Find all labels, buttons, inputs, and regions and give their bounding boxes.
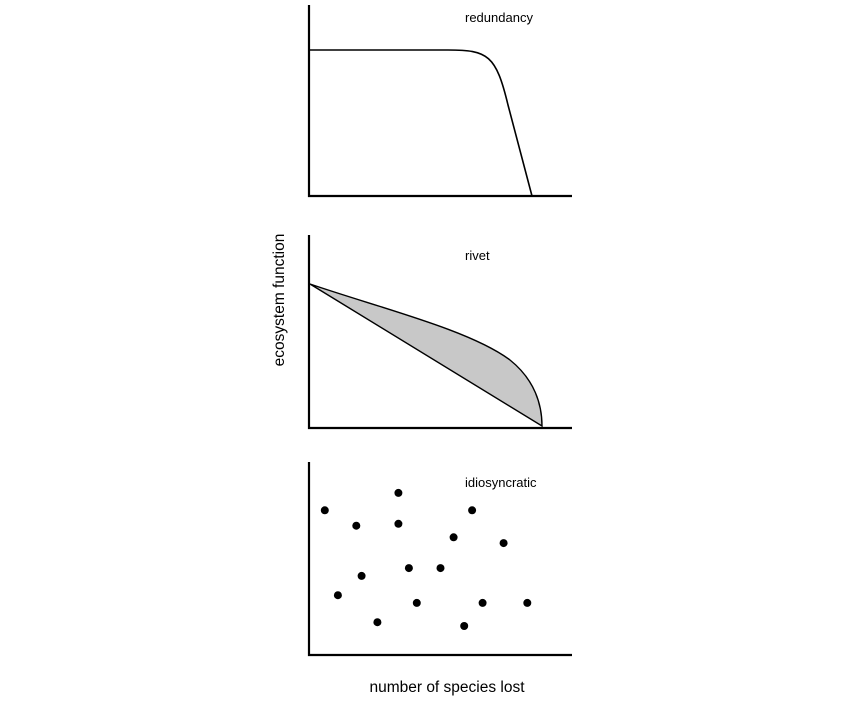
rivet-panel: rivet	[307, 235, 572, 430]
scatter-point	[449, 533, 458, 542]
scatter-point	[394, 488, 403, 497]
scatter-point	[404, 564, 413, 573]
x-axis-label: number of species lost	[369, 679, 525, 696]
idiosyncratic-panel: idiosyncratic	[307, 462, 572, 657]
rivet-diagonal-line	[309, 283, 543, 427]
redundancy-axes	[307, 5, 572, 198]
redundancy-panel: redundancy	[307, 5, 572, 198]
idiosyncratic-axes	[307, 462, 572, 657]
scatter-point	[468, 506, 477, 515]
scatter-point	[320, 506, 329, 515]
idiosyncratic-label: idiosyncratic	[465, 475, 537, 490]
idiosyncratic-points	[320, 488, 532, 630]
scatter-point	[412, 598, 421, 607]
scatter-point	[333, 591, 342, 600]
scatter-point	[499, 539, 508, 548]
scatter-point	[373, 618, 382, 627]
scatter-point	[523, 598, 532, 607]
scatter-point	[478, 598, 487, 607]
scatter-point	[352, 521, 361, 530]
scatter-point	[394, 519, 403, 528]
rivet-label: rivet	[465, 248, 490, 263]
redundancy-label: redundancy	[465, 10, 533, 25]
redundancy-curve	[309, 49, 533, 197]
scatter-point	[357, 571, 366, 580]
rivet-axes	[307, 235, 572, 430]
scatter-point	[436, 564, 445, 573]
scatter-point	[460, 622, 469, 630]
y-axis-label: ecosystem function	[271, 234, 288, 367]
